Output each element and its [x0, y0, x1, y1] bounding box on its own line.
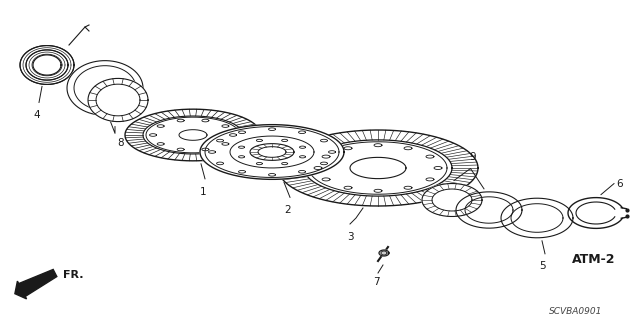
Text: FR.: FR.: [63, 270, 83, 280]
Polygon shape: [350, 157, 406, 179]
Polygon shape: [456, 192, 522, 228]
Polygon shape: [379, 250, 389, 256]
Text: 5: 5: [540, 261, 547, 271]
Polygon shape: [501, 198, 573, 238]
Polygon shape: [88, 78, 148, 122]
Text: 8: 8: [117, 137, 124, 148]
Text: SCVBA0901: SCVBA0901: [549, 307, 603, 316]
Polygon shape: [200, 125, 344, 179]
Polygon shape: [146, 117, 240, 153]
Polygon shape: [15, 281, 27, 299]
Text: 2: 2: [285, 205, 291, 215]
Text: 1: 1: [200, 187, 206, 197]
Polygon shape: [422, 183, 482, 217]
Text: ATM-2: ATM-2: [572, 253, 615, 266]
Polygon shape: [67, 61, 143, 115]
Text: 7: 7: [372, 277, 380, 287]
Text: 4: 4: [34, 110, 40, 121]
Text: 9: 9: [469, 152, 476, 161]
Polygon shape: [309, 142, 447, 194]
Text: 3: 3: [347, 232, 353, 242]
Text: 6: 6: [616, 179, 623, 189]
Polygon shape: [250, 144, 294, 160]
Polygon shape: [19, 270, 57, 296]
